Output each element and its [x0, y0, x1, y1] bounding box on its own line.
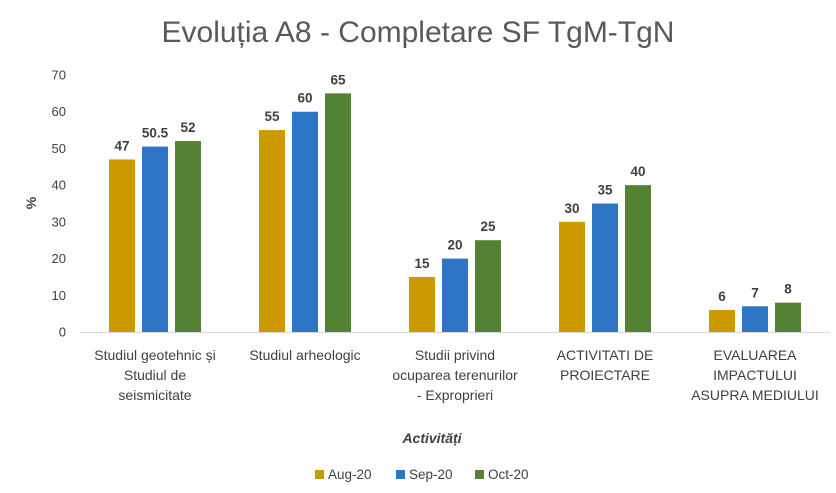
bar	[325, 93, 351, 332]
y-tick-label: 70	[52, 68, 66, 83]
bar	[175, 141, 201, 332]
legend-swatch	[396, 470, 405, 479]
category-label: ACTIVITATI DE	[557, 347, 654, 363]
category-label: PROIECTARE	[560, 367, 650, 383]
y-tick-label: 60	[52, 104, 66, 119]
data-label: 60	[297, 91, 312, 106]
x-axis-title: Activități	[401, 430, 462, 446]
data-label: 8	[784, 282, 792, 297]
legend-label: Oct-20	[488, 467, 529, 482]
bar	[592, 203, 618, 332]
bar	[709, 309, 735, 332]
data-label: 15	[414, 256, 430, 271]
bar	[259, 130, 285, 332]
bar	[109, 159, 135, 332]
y-tick-label: 40	[52, 178, 66, 193]
category-label: Studiul geotehnic și	[94, 347, 215, 363]
bars-group	[109, 93, 801, 332]
legend: Aug-20 Sep-20 Oct-20	[315, 467, 529, 482]
y-tick-label: 0	[59, 325, 66, 340]
category-label: Studiul arheologic	[249, 347, 360, 363]
data-label: 65	[330, 72, 346, 87]
bar	[625, 185, 651, 332]
data-label: 30	[564, 201, 579, 216]
category-label: IMPACTULUI	[713, 367, 797, 383]
category-label: EVALUAREA	[714, 347, 798, 363]
category-label: Studiul de	[124, 367, 186, 383]
bar	[559, 221, 585, 332]
bar	[775, 302, 801, 332]
data-label: 55	[264, 109, 280, 124]
data-label: 7	[751, 285, 759, 300]
legend-label: Aug-20	[328, 467, 372, 482]
bar	[742, 306, 768, 332]
data-label: 47	[114, 138, 129, 153]
data-label: 52	[180, 120, 195, 135]
chart-title: Evoluția A8 - Completare SF TgM-TgN	[162, 16, 675, 49]
category-label: - Exproprieri	[417, 387, 493, 403]
legend-label: Sep-20	[409, 467, 453, 482]
category-labels-group: Studiul geotehnic și Studiul de seismicita…	[94, 347, 819, 403]
category-label: seismicitate	[118, 387, 191, 403]
data-label: 20	[447, 238, 462, 253]
bar	[475, 240, 501, 332]
bar	[442, 258, 468, 332]
bar	[409, 276, 435, 332]
y-axis: 0 10 20 30 40 50 60 70	[52, 68, 66, 340]
data-labels-group: 47 50.5 52 55 60 65 15 20 25 30 35 40 6 7 8	[114, 72, 792, 304]
y-tick-label: 20	[52, 251, 66, 266]
category-label: Studii privind	[415, 347, 495, 363]
y-axis-title: %	[23, 196, 39, 209]
data-label: 35	[597, 183, 613, 198]
data-label: 50.5	[142, 126, 169, 141]
y-tick-label: 30	[52, 214, 66, 229]
y-tick-label: 10	[52, 288, 66, 303]
category-label: ocuparea terenurilor	[392, 367, 518, 383]
y-tick-label: 50	[52, 141, 66, 156]
data-label: 6	[718, 289, 726, 304]
legend-swatch	[475, 470, 484, 479]
legend-swatch	[315, 470, 324, 479]
bar	[292, 111, 318, 332]
data-label: 25	[480, 219, 496, 234]
data-label: 40	[630, 164, 645, 179]
bar	[142, 146, 168, 332]
category-label: ASUPRA MEDIULUI	[691, 387, 819, 403]
